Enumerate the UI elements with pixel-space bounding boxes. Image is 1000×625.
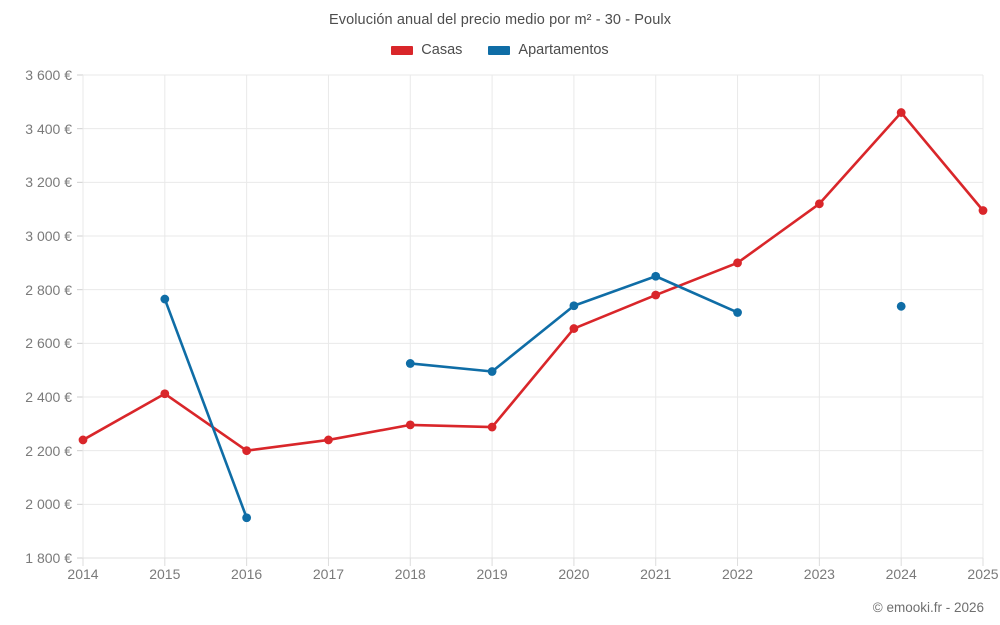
y-axis-tick-label: 2 000 €	[25, 496, 72, 513]
x-axis-tick-label: 2014	[67, 566, 99, 582]
legend-item-casas[interactable]: Casas	[391, 42, 462, 58]
data-point[interactable]	[651, 271, 661, 281]
x-axis-tick-label: 2019	[476, 566, 508, 582]
data-point[interactable]	[487, 422, 497, 432]
legend-item-apartamentos[interactable]: Apartamentos	[488, 42, 609, 58]
data-point[interactable]	[78, 435, 88, 445]
legend-swatch-apartamentos	[488, 45, 511, 55]
y-axis-tick-label: 3 400 €	[25, 120, 72, 137]
data-point[interactable]	[160, 294, 170, 304]
data-point[interactable]	[405, 359, 415, 368]
y-axis-tick-label: 2 200 €	[25, 442, 72, 459]
y-axis-tick-label: 3 000 €	[25, 228, 72, 244]
y-axis-tick-label: 1 800 €	[25, 550, 72, 566]
data-point[interactable]	[733, 308, 742, 317]
data-point[interactable]	[160, 389, 170, 399]
data-point[interactable]	[651, 290, 661, 300]
data-point[interactable]	[978, 206, 988, 215]
data-point[interactable]	[733, 258, 742, 268]
x-axis-tick-label: 2025	[967, 566, 999, 582]
x-axis-tick-label: 2022	[721, 566, 754, 582]
data-point[interactable]	[242, 446, 252, 456]
series-line	[163, 297, 248, 520]
x-axis-tick-label: 2021	[640, 566, 672, 582]
y-axis-tick-label: 3 200 €	[25, 174, 72, 191]
x-axis-tick-label: 2024	[885, 566, 917, 582]
x-axis-tick-label: 2016	[231, 566, 263, 582]
data-point[interactable]	[569, 324, 579, 333]
legend-label-casas: Casas	[421, 42, 463, 58]
y-axis-tick-label: 2 800 €	[25, 281, 72, 298]
y-axis-tick-label: 2 400 €	[25, 389, 72, 405]
data-point[interactable]	[487, 367, 497, 376]
data-point[interactable]	[569, 301, 579, 311]
data-point[interactable]	[896, 108, 906, 117]
y-axis-tick-label: 2 600 €	[25, 335, 72, 352]
chart-legend: Casas Apartamentos	[0, 42, 1000, 58]
y-axis-tick-label: 3 600 €	[25, 67, 72, 83]
x-axis-tick-label: 2017	[312, 566, 345, 582]
data-point[interactable]	[896, 301, 906, 311]
chart-title: Evolución anual del precio medio por m² …	[328, 12, 672, 28]
x-axis-tick-label: 2020	[558, 566, 590, 582]
data-point[interactable]	[405, 420, 415, 430]
x-axis-tick-label: 2018	[394, 566, 426, 582]
data-point[interactable]	[324, 435, 333, 445]
x-axis-tick-label: 2015	[149, 566, 181, 582]
credit-text: © emooki.fr - 2026	[872, 600, 984, 615]
series-line	[81, 111, 985, 452]
legend-label-apartamentos: Apartamentos	[518, 42, 609, 58]
data-point[interactable]	[242, 513, 252, 523]
legend-swatch-casas	[391, 45, 414, 55]
x-axis-tick-label: 2023	[803, 566, 835, 582]
data-point[interactable]	[814, 199, 824, 209]
